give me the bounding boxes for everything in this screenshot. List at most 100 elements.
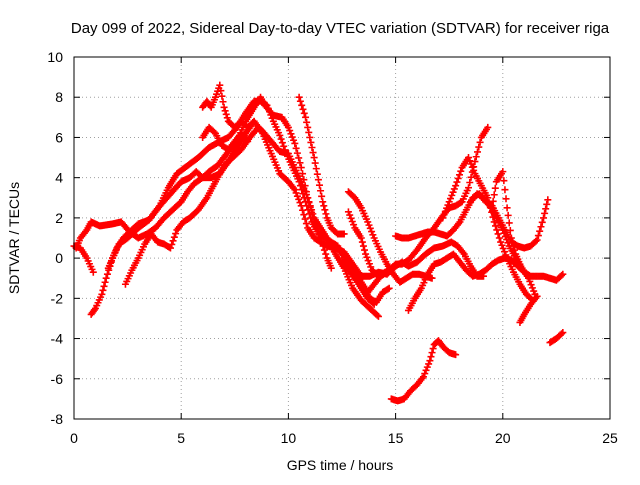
data-point bbox=[439, 214, 447, 222]
data-point bbox=[368, 228, 376, 236]
data-point bbox=[525, 274, 533, 282]
data-point bbox=[425, 360, 433, 368]
data-point bbox=[293, 192, 301, 200]
data-point bbox=[474, 148, 482, 156]
y-tick-label: -8 bbox=[51, 411, 64, 427]
data-point bbox=[308, 144, 316, 151]
data-point bbox=[497, 238, 505, 246]
data-point bbox=[311, 159, 319, 167]
data-point bbox=[452, 351, 460, 359]
data-point bbox=[558, 271, 566, 279]
data-point bbox=[544, 196, 552, 204]
data-point bbox=[301, 187, 309, 195]
data-point bbox=[541, 209, 549, 217]
data-point bbox=[286, 127, 294, 135]
data-point bbox=[472, 153, 480, 161]
data-point bbox=[499, 226, 507, 234]
data-point bbox=[445, 198, 453, 206]
data-point bbox=[312, 165, 320, 173]
data-point bbox=[444, 201, 452, 209]
data-point bbox=[440, 211, 448, 219]
data-point bbox=[468, 163, 476, 171]
data-point bbox=[476, 138, 484, 146]
data-point bbox=[315, 181, 323, 189]
data-point bbox=[303, 118, 311, 126]
data-point bbox=[367, 263, 375, 271]
data-point bbox=[505, 219, 513, 227]
data-point bbox=[506, 226, 514, 234]
series-track-20 bbox=[387, 337, 460, 405]
data-point bbox=[543, 200, 551, 208]
series-track-15 bbox=[439, 154, 537, 304]
data-point bbox=[530, 287, 538, 295]
data-point bbox=[295, 195, 303, 203]
data-point bbox=[299, 105, 307, 113]
data-point bbox=[457, 199, 465, 207]
data-point bbox=[322, 250, 330, 258]
y-tick-label: 2 bbox=[55, 210, 63, 226]
data-point bbox=[276, 131, 284, 139]
data-point bbox=[499, 244, 507, 252]
data-point bbox=[511, 246, 519, 254]
data-point bbox=[218, 92, 226, 100]
y-tick-label: 4 bbox=[55, 170, 63, 186]
data-point bbox=[426, 357, 434, 365]
data-point bbox=[340, 230, 348, 238]
data-point bbox=[221, 107, 229, 115]
data-point bbox=[441, 207, 449, 215]
data-point bbox=[309, 210, 317, 218]
data-point bbox=[302, 191, 310, 199]
data-point bbox=[498, 241, 506, 249]
data-point bbox=[327, 264, 335, 272]
data-marks bbox=[70, 81, 567, 405]
data-point bbox=[502, 251, 510, 259]
data-point bbox=[446, 195, 454, 203]
data-point bbox=[454, 174, 462, 182]
data-point bbox=[296, 97, 304, 105]
data-point bbox=[296, 199, 304, 207]
data-point bbox=[503, 204, 511, 212]
data-point bbox=[307, 138, 315, 146]
data-point bbox=[292, 144, 300, 152]
data-point bbox=[301, 215, 309, 223]
data-point bbox=[219, 98, 227, 106]
x-tick-label: 10 bbox=[281, 430, 297, 446]
data-point bbox=[297, 202, 305, 210]
data-point bbox=[507, 234, 515, 242]
data-point bbox=[453, 178, 461, 186]
data-point bbox=[263, 101, 271, 109]
series-track-2 bbox=[72, 93, 335, 272]
axis-ticks: 0 5 10 15 20 25 -8 -6 -4 -2 0 2 4 6 8 10 bbox=[47, 49, 618, 446]
data-point bbox=[501, 248, 509, 256]
data-point bbox=[223, 114, 231, 122]
data-point bbox=[262, 100, 270, 108]
data-point bbox=[268, 114, 276, 122]
data-point bbox=[305, 198, 313, 206]
y-tick-label: -4 bbox=[51, 331, 64, 347]
data-point bbox=[295, 93, 303, 101]
data-point bbox=[510, 242, 518, 250]
data-point bbox=[284, 123, 292, 131]
data-point bbox=[558, 330, 566, 338]
data-point bbox=[317, 187, 325, 195]
data-point bbox=[484, 123, 492, 131]
data-point bbox=[366, 224, 374, 232]
data-point bbox=[491, 184, 499, 192]
data-point bbox=[320, 202, 328, 210]
data-point bbox=[499, 168, 507, 176]
data-point bbox=[300, 109, 308, 117]
data-point bbox=[384, 285, 392, 293]
data-point bbox=[266, 108, 274, 116]
data-point bbox=[278, 139, 286, 147]
y-tick-label: 10 bbox=[47, 49, 63, 65]
data-point bbox=[244, 137, 252, 145]
data-point bbox=[493, 226, 501, 234]
data-point bbox=[504, 239, 512, 247]
y-axis-label: SDTVAR / TECUs bbox=[6, 182, 22, 294]
data-point bbox=[364, 257, 372, 265]
data-point bbox=[302, 113, 310, 121]
series-track-12 bbox=[344, 188, 436, 286]
data-point bbox=[304, 123, 312, 131]
data-point bbox=[297, 164, 305, 172]
